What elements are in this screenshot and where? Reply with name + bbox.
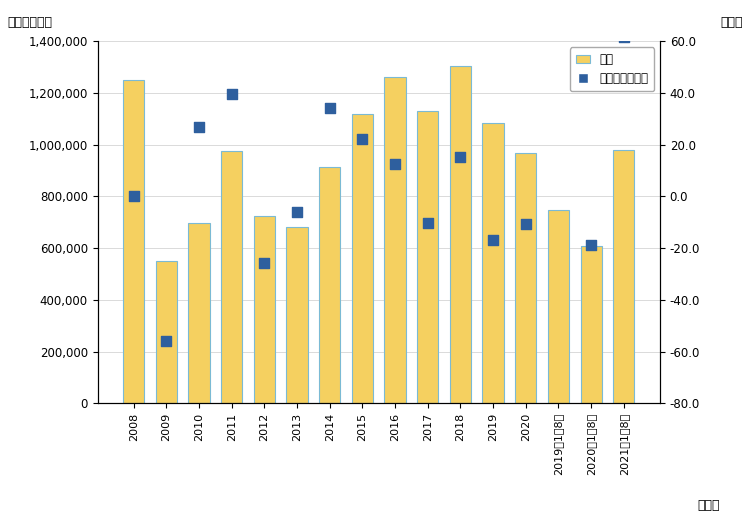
Point [389,160,401,168]
Bar [123,80,144,403]
Text: （百万ドル）: （百万ドル） [8,16,52,28]
Point [618,33,630,41]
Bar [188,222,210,403]
Bar [417,111,439,403]
Bar [286,227,308,403]
Point [454,153,466,161]
Point [226,90,238,98]
Point [487,236,499,245]
Point [259,258,271,267]
Point [520,220,532,228]
Bar [450,66,471,403]
Bar [221,151,242,403]
Point [291,208,303,216]
Point [356,134,368,143]
Bar [385,78,406,403]
Bar [614,150,634,403]
Point [585,241,597,249]
Legend: 金額, 前年比（右軸）: 金額, 前年比（右軸） [570,47,654,91]
Bar [156,261,177,403]
Bar [580,247,602,403]
Point [128,192,140,201]
Bar [482,123,504,403]
Text: （年）: （年） [698,499,720,512]
Bar [254,216,275,403]
Point [422,219,434,227]
Bar [352,114,373,403]
Text: （％）: （％） [720,16,742,28]
Bar [548,210,569,403]
Point [160,337,172,345]
Bar [515,153,536,403]
Point [193,123,205,131]
Point [324,103,336,112]
Bar [319,167,340,403]
